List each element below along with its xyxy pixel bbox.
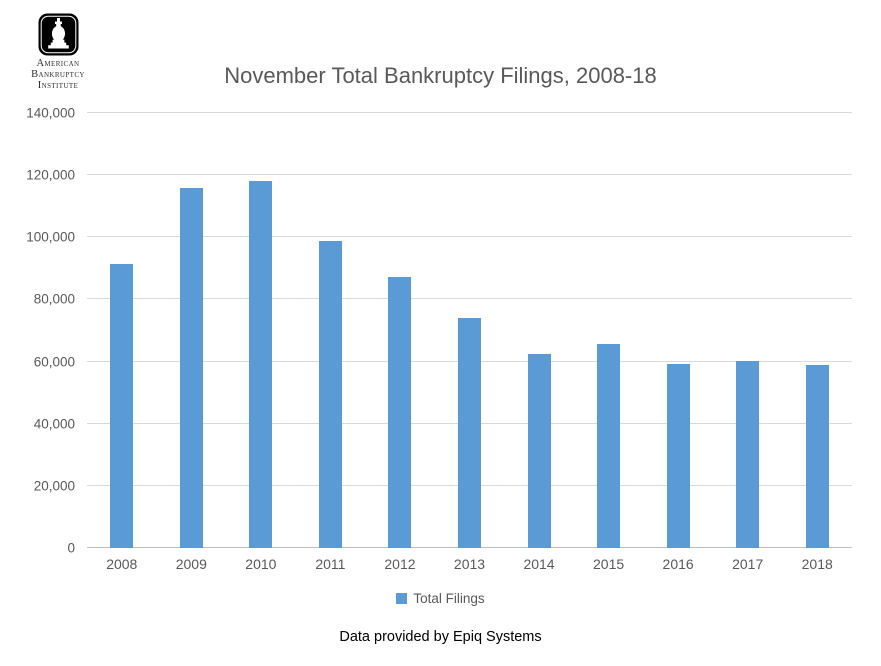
x-tick-label-2017: 2017: [732, 556, 764, 572]
x-tick-label-2018: 2018: [801, 556, 833, 572]
bar-2012: [388, 277, 412, 548]
x-tick-label-2008: 2008: [106, 556, 138, 572]
y-tick-label: 40,000: [33, 416, 75, 432]
gridline-140000: [87, 112, 852, 113]
bar-2009: [179, 187, 203, 548]
plot-area: [87, 112, 852, 548]
logo-text-line1: American: [36, 58, 80, 69]
legend-swatch-icon: [396, 593, 408, 604]
gridline-80000: [87, 298, 852, 300]
legend: Total Filings: [0, 591, 881, 606]
bar-2010: [249, 180, 273, 548]
x-tick-label-2014: 2014: [523, 556, 555, 572]
x-tick-label-2009: 2009: [175, 556, 207, 572]
abi-logo: American Bankruptcy Institute: [18, 13, 98, 91]
x-tick-label-2012: 2012: [384, 556, 416, 572]
y-tick-label: 20,000: [33, 478, 75, 494]
bar-2011: [318, 241, 342, 548]
x-tick-label-2013: 2013: [453, 556, 486, 572]
y-tick-label: 140,000: [26, 105, 75, 121]
gridline-120000: [87, 174, 852, 176]
chart-title: November Total Bankruptcy Filings, 2008-…: [224, 63, 657, 88]
gridline-100000: [87, 236, 852, 238]
logo-text-line3: Institute: [37, 80, 79, 91]
x-tick-label-2010: 2010: [245, 556, 277, 572]
x-tick-label-2016: 2016: [662, 556, 694, 572]
bar-2015: [597, 344, 621, 548]
y-tick-label: 120,000: [26, 167, 75, 183]
logo-text-line2: Bankruptcy: [31, 69, 85, 80]
bar-2008: [110, 263, 134, 548]
abi-logo-text: American Bankruptcy Institute: [31, 58, 85, 91]
x-axis-labels: 2008 2009 2010 2011 2012 2013 2014 2015 2016 2017…: [87, 556, 852, 578]
y-tick-label: 0: [67, 540, 75, 556]
bar-2013: [458, 318, 481, 548]
y-tick-label: 100,000: [26, 229, 75, 245]
y-tick-label: 60,000: [33, 354, 75, 370]
capitol-dome-icon: [38, 13, 78, 56]
bar-2016: [666, 364, 690, 548]
y-axis-labels: 0 20,000 40,000 60,000 80,000 100,000 120,000 1…: [0, 106, 75, 556]
y-tick-label: 80,000: [33, 291, 75, 307]
x-tick-label-2011: 2011: [315, 556, 346, 572]
bar-2014: [527, 353, 551, 548]
x-tick-label-2015: 2015: [593, 556, 625, 572]
data-source-note: Data provided by Epiq Systems: [339, 629, 542, 645]
bar-2017: [736, 360, 760, 548]
bar-2018: [805, 365, 829, 548]
legend-label: Total Filings: [413, 591, 485, 606]
